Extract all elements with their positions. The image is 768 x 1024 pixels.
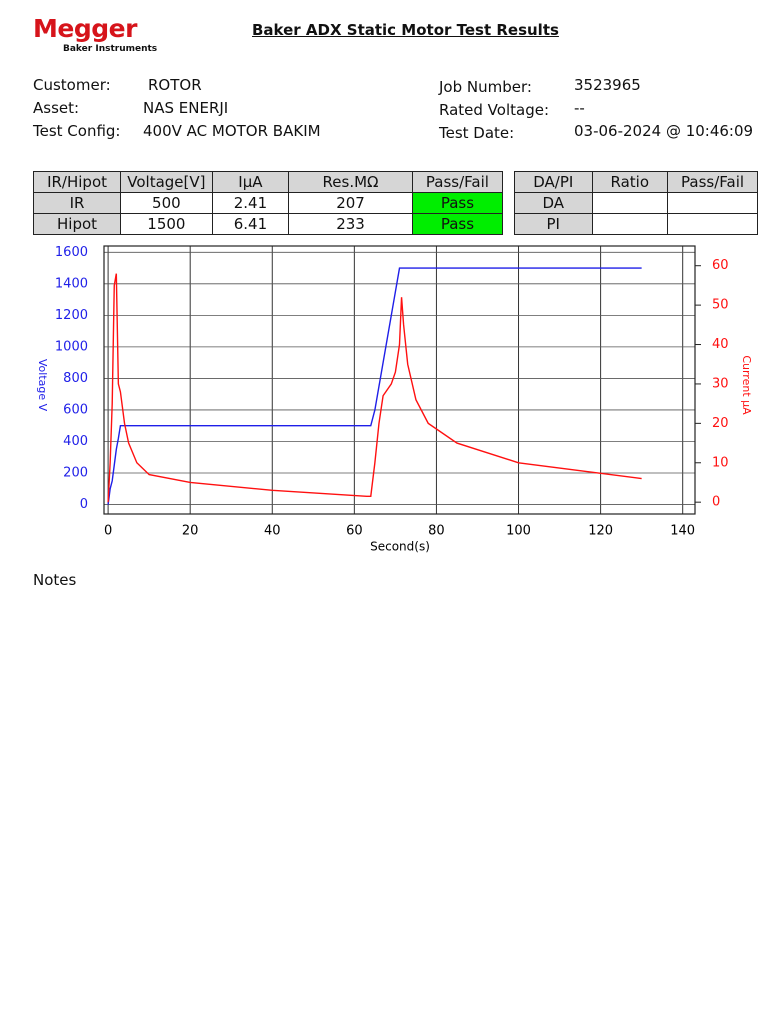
header-cell: Voltage[V]: [120, 171, 213, 193]
info-label: Job Number:: [439, 78, 532, 96]
info-label: Customer:: [33, 76, 111, 94]
title: Baker ADX Static Motor Test Results: [252, 21, 559, 39]
x-tick-label: 100: [506, 524, 531, 539]
cell: 2.41: [211, 192, 290, 214]
info-label: Rated Voltage:: [439, 101, 550, 119]
header-cell: Res.MΩ: [288, 171, 413, 193]
y-tick-label: 400: [63, 434, 88, 449]
y-tick-label: 200: [63, 466, 88, 481]
y2-tick-label: 10: [712, 455, 729, 470]
cell: 6.41: [211, 213, 290, 235]
y-tick-label: 1400: [55, 276, 88, 291]
ir-table: IR/Hipot Voltage[V] IµA Res.MΩ Pass/Fail IR 50…: [32, 171, 504, 235]
cell: 1500: [120, 213, 213, 235]
y2-tick-label: 20: [712, 416, 729, 431]
header-cell: DA/PI: [514, 171, 593, 193]
y-axis-label: Voltage V: [36, 359, 49, 412]
info-value: 03-06-2024 @ 10:46:09: [574, 122, 754, 140]
y-tick-label: 1600: [55, 245, 88, 260]
info-label: Test Config:: [33, 122, 121, 140]
x-tick-label: 80: [428, 524, 445, 539]
y2-tick-label: 0: [712, 495, 720, 510]
header-cell: Pass/Fail: [411, 171, 504, 193]
info-value: 400V AC MOTOR BAKIM: [143, 122, 321, 140]
cell: DA: [514, 192, 593, 214]
info-value: NAS ENERJI: [143, 99, 229, 117]
header-row: DA/PI Ratio Pass/Fail: [514, 171, 758, 193]
notes: Notes: [33, 571, 77, 589]
y2-axis-label: Current µA: [740, 355, 753, 415]
info-value: ROTOR: [148, 76, 202, 94]
row: PI: [514, 213, 758, 235]
y-tick-label: 1000: [55, 339, 88, 354]
x-axis-label: Second(s): [370, 540, 430, 554]
x-tick-label: 140: [670, 524, 695, 539]
y-tick-label: 0: [80, 497, 88, 512]
x-tick-label: 60: [346, 524, 363, 539]
cell: Pass: [411, 213, 504, 235]
y2-tick-label: 30: [712, 376, 729, 391]
cell: IR: [32, 192, 122, 214]
chart: 0 20 40 60 80 100 120 1400200400600800100012001…: [36, 245, 753, 554]
logo: Megger: [33, 14, 137, 43]
series-line: [107, 267, 642, 505]
y-tick-label: 800: [63, 371, 88, 386]
header-cell: Ratio: [591, 171, 669, 193]
y-tick-label: 600: [63, 402, 88, 417]
y2-tick-label: 40: [712, 337, 729, 352]
info-value: 3523965: [574, 76, 641, 94]
logo-sub: Baker Instruments: [63, 44, 158, 54]
info-label: Asset:: [33, 99, 80, 117]
y2-tick-label: 60: [712, 258, 729, 273]
header-cell: Pass/Fail: [667, 171, 758, 193]
x-tick-label: 40: [264, 524, 281, 539]
series-line: [107, 273, 642, 503]
x-tick-label: 0: [104, 524, 112, 539]
cell: Pass: [411, 192, 504, 214]
plot-frame: [103, 245, 696, 515]
dapi-table: DA/PI Ratio Pass/Fail DA PI: [514, 171, 758, 235]
y2-tick-label: 50: [712, 298, 729, 313]
x-tick-label: 120: [588, 524, 613, 539]
cell: 500: [120, 192, 213, 214]
row: IR 500 2.41 207 Pass: [32, 192, 504, 214]
info-label: Test Date:: [439, 124, 515, 142]
y-tick-label: 1200: [55, 308, 88, 323]
cell: Hipot: [32, 213, 122, 235]
x-tick-label: 20: [182, 524, 199, 539]
cell: [667, 213, 758, 235]
row: Hipot 1500 6.41 233 Pass: [32, 213, 504, 235]
info-value: --: [574, 99, 585, 117]
